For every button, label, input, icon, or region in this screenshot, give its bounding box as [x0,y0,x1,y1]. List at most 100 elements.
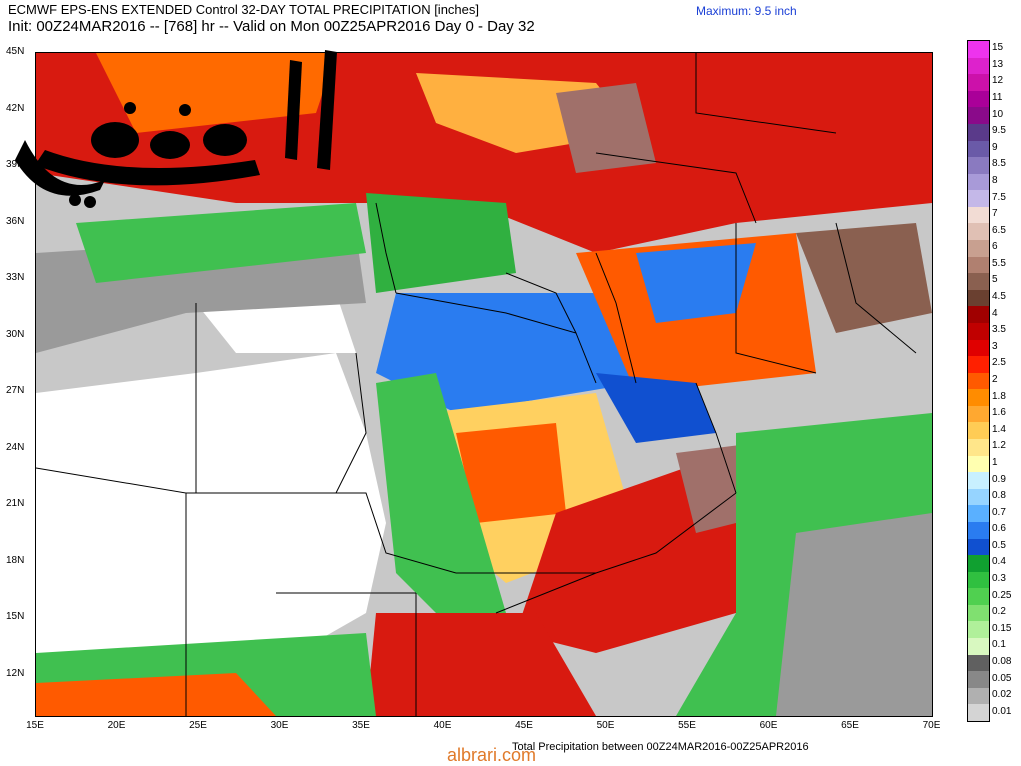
colorbar-segment [968,107,989,125]
colorbar-segment [968,223,989,241]
colorbar-label: 6 [992,241,998,253]
latitude-label: 15N [6,611,25,622]
colorbar-segment [968,488,989,506]
colorbar-segment [968,389,989,407]
colorbar-label: 0.8 [992,490,1006,502]
colorbar-label: 11 [992,92,1003,104]
colorbar-label: 5 [992,274,998,286]
colorbar-segment [968,439,989,457]
colorbar-label: 0.25 [992,589,1012,601]
longitude-label: 50E [596,720,615,731]
latitude-label: 27N [6,385,25,396]
maximum-label: Maximum: 9.5 inch [696,4,797,18]
colorbar-label: 4.5 [992,291,1006,303]
colorbar-label: 9 [992,141,998,153]
colorbar-segment [968,455,989,473]
colorbar-segment [968,289,989,307]
colorbar-label: 0.02 [992,689,1012,701]
latitude-label: 21N [6,498,25,509]
colorbar-label: 0.15 [992,622,1012,634]
colorbar-segment [968,57,989,75]
colorbar-label: 15 [992,42,1004,54]
latitude-label: 12N [6,667,25,679]
colorbar-label: 4 [992,307,998,319]
colorbar-segment [968,256,989,274]
colorbar-label: 0.01 [992,705,1012,717]
colorbar-segment [968,206,989,224]
colorbar-label: 1 [992,456,998,468]
colorbar-label: 12 [992,75,1004,87]
chart-title: ECMWF EPS-ENS EXTENDED Control 32-DAY TO… [8,2,479,17]
colorbar-segment [968,571,989,589]
longitude-label: 45E [515,720,533,731]
longitude-label: 15E [26,720,44,731]
colorbar-segment [968,505,989,523]
longitude-label: 30E [270,720,289,731]
colorbar-label: 9.5 [992,125,1006,137]
colorbar-label: 7 [992,208,998,220]
longitude-label: 35E [352,720,370,731]
colorbar-label: 0.6 [992,523,1006,535]
colorbar-label: 7.5 [992,191,1006,203]
colorbar-label: 10 [992,108,1004,120]
colorbar [967,40,990,722]
longitude-label: 25E [189,720,207,731]
colorbar-label: 0.7 [992,506,1006,518]
colorbar-segment [968,273,989,291]
colorbar-segment [968,621,989,639]
latitude-label: 18N [6,554,25,566]
colorbar-segment [968,173,989,191]
colorbar-segment [968,339,989,357]
colorbar-segment [968,704,989,722]
colorbar-segment [968,604,989,622]
colorbar-segment [968,555,989,573]
latitude-label: 30N [6,328,25,340]
colorbar-segment [968,240,989,258]
longitude-label: 65E [841,720,859,731]
colorbar-label: 2.5 [992,357,1006,369]
precipitation-map [35,52,933,717]
colorbar-label: 8 [992,174,998,186]
colorbar-label: 2 [992,374,998,385]
colorbar-segment [968,521,989,540]
colorbar-label: 0.4 [992,556,1006,568]
colorbar-label: 0.05 [992,672,1012,684]
colorbar-segment [968,687,989,705]
longitude-label: 55E [678,720,696,731]
colorbar-label: 1.8 [992,390,1006,402]
latitude-label: 42N [6,102,25,114]
colorbar-segment [968,190,989,208]
colorbar-segment [968,356,989,374]
colorbar-label: 0.2 [992,606,1006,618]
colorbar-label: 3 [992,340,998,352]
colorbar-segment [968,405,989,423]
colorbar-segment [968,372,989,390]
colorbar-segment [968,638,989,656]
colorbar-label: 0.5 [992,539,1006,551]
colorbar-label: 0.3 [992,573,1006,585]
latitude-label: 36N [6,215,25,227]
colorbar-segment [968,157,989,175]
colorbar-segment [968,41,989,59]
longitude-label: 70E [922,720,941,731]
latitude-label: 24N [6,441,25,453]
colorbar-label: 8.5 [992,158,1006,170]
longitude-label: 60E [759,720,778,731]
colorbar-segment [968,422,989,440]
colorbar-label: 1.2 [992,440,1006,452]
latitude-label: 33N [6,272,25,283]
site-watermark: albrari.com [447,745,537,765]
colorbar-label: 0.08 [992,655,1012,667]
map-canvas [36,53,932,716]
colorbar-segment [968,140,989,158]
colorbar-segment [968,671,989,689]
colorbar-segment [968,306,989,324]
longitude-label: 40E [433,720,452,731]
colorbar-segment [968,74,989,92]
latitude-label: 45N [6,46,25,57]
colorbar-label: 0.1 [992,639,1006,651]
colorbar-segment [968,90,989,108]
latitude-label: 39N [6,159,25,170]
colorbar-label: 1.4 [992,423,1006,435]
colorbar-label: 6.5 [992,224,1006,236]
